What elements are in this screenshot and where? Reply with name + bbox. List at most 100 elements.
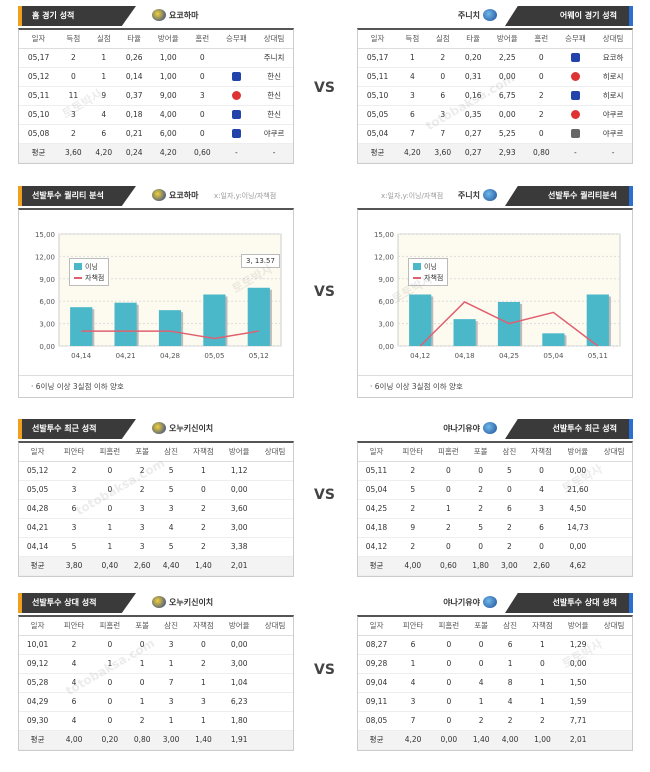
table-cell: 6,23 xyxy=(221,692,258,712)
table-cell: 3 xyxy=(397,86,428,106)
home-record-title: 홈 경기 성적 xyxy=(18,6,136,26)
table-cell: 3 xyxy=(156,635,186,655)
column-header: 포볼 xyxy=(466,617,496,636)
table-cell: 0 xyxy=(524,654,561,674)
table-cell: 9,00 xyxy=(149,86,188,106)
innings-bar xyxy=(409,294,432,346)
table-cell: 6 xyxy=(395,635,431,655)
table-cell: 0,31 xyxy=(457,67,489,87)
column-header: 일자 xyxy=(358,30,398,49)
average-cell: 0,00 xyxy=(430,730,467,750)
legend-innings-swatch xyxy=(413,263,421,270)
column-header: 피안타 xyxy=(56,617,92,636)
column-header: 방어율 xyxy=(221,617,258,636)
table-cell: 04,12 xyxy=(358,537,395,557)
table-cell: 3,00 xyxy=(221,654,258,674)
column-header: 피홈런 xyxy=(91,617,128,636)
average-cell: 0,27 xyxy=(457,143,489,163)
table-cell: 2 xyxy=(394,537,431,557)
table-cell: 05,12 xyxy=(19,67,59,87)
table-cell: 0 xyxy=(430,480,467,500)
table-cell: 1 xyxy=(185,673,222,693)
table-cell: 0,35 xyxy=(457,105,489,125)
table-cell: 0 xyxy=(91,635,128,655)
table-cell: 1 xyxy=(88,48,119,68)
table-cell: 1 xyxy=(91,518,128,538)
average-cell: 1,40 xyxy=(466,730,496,750)
table-cell: 4 xyxy=(56,654,92,674)
table-cell: 4 xyxy=(397,67,428,87)
x-tick-label: 04,21 xyxy=(116,352,136,360)
average-cell: 2,60 xyxy=(127,556,157,576)
table-cell: 0 xyxy=(427,67,458,87)
table-cell: 0 xyxy=(91,461,128,481)
draw-icon xyxy=(570,129,580,139)
quality-home-team: 요코하마 xyxy=(152,189,198,201)
table-cell xyxy=(257,537,293,557)
result-icon-cell xyxy=(217,67,256,87)
table-cell: 3 xyxy=(127,499,157,519)
average-cell: 4,20 xyxy=(88,143,119,163)
table-cell: 5 xyxy=(466,518,495,538)
table-cell: 2 xyxy=(466,480,495,500)
table-row: 10,01 2 0 0 3 0 0,00 xyxy=(19,635,293,655)
y-tick-label: 12,00 xyxy=(374,253,394,261)
table-cell: 0,27 xyxy=(457,124,489,144)
average-row: 평균 3,60 4,20 0,24 4,20 0,60- - xyxy=(19,143,293,163)
table-cell: 3,00 xyxy=(221,518,258,538)
table-cell: 3,60 xyxy=(221,499,258,519)
table-cell xyxy=(596,480,632,500)
table-cell: 1 xyxy=(127,654,157,674)
column-header: 상대팀 xyxy=(596,443,632,462)
x-tick-label: 04,28 xyxy=(160,352,180,360)
chunichi-logo-icon xyxy=(483,596,497,608)
table-cell: 5 xyxy=(394,480,431,500)
table-cell: 2 xyxy=(127,480,157,500)
quality-home-chart: 0,00 3,00 6,00 9,00 12,00 15,00 04,14 04,21 04,2… xyxy=(18,208,294,398)
table-cell xyxy=(596,654,632,674)
table-cell xyxy=(596,537,632,557)
table-row: 09,12 4 1 1 1 2 3,00 xyxy=(19,654,293,674)
table-row: 05,08 2 6 0,21 6,00 0 야쿠르 xyxy=(19,124,293,144)
recent-away-panel: 야나기유야 선발투수 최근 성적 일자 피안타 피홈런 포볼 삼진 자책점 방어율 상대팀 05… xyxy=(357,419,633,577)
loss-icon xyxy=(570,91,580,101)
column-header: 득점 xyxy=(397,30,428,49)
table-row: 09,04 4 0 4 8 1 1,50 xyxy=(358,673,632,693)
table-cell: 0,21 xyxy=(118,124,150,144)
column-header: 방어율 xyxy=(149,30,188,49)
average-cell: 4,62 xyxy=(559,556,597,576)
table-cell xyxy=(257,480,293,500)
table-cell: 21,60 xyxy=(559,480,597,500)
table-cell: 1,00 xyxy=(149,48,188,68)
table-cell: 0,37 xyxy=(118,86,150,106)
recent-home-panel: 선발투수 최근 성적 오누키신이치 일자 피안타 피홈런 포볼 삼진 자책점 방어율 상대팀 0… xyxy=(18,419,294,577)
table-row: 05,10 3 4 0,18 4,00 0 한신 xyxy=(19,105,293,125)
table-cell xyxy=(257,711,293,731)
average-cell: 2,93 xyxy=(488,143,527,163)
table-cell xyxy=(596,518,632,538)
innings-bar xyxy=(586,294,609,346)
y-tick-label: 12,00 xyxy=(35,253,55,261)
average-cell: 평균 xyxy=(358,556,395,576)
table-row: 09,28 1 0 0 1 0 0,00 xyxy=(358,654,632,674)
column-header: 자책점 xyxy=(524,617,561,636)
table-cell: 1 xyxy=(127,692,157,712)
table-cell: 4 xyxy=(466,673,496,693)
table-cell: 2 xyxy=(185,654,222,674)
table-cell: 0,00 xyxy=(488,105,527,125)
average-cell: 3,00 xyxy=(494,556,524,576)
average-cell: 4,00 xyxy=(56,730,92,750)
table-cell: 0,00 xyxy=(221,635,258,655)
table-cell: 0 xyxy=(91,673,128,693)
column-header: 피홈런 xyxy=(430,443,467,462)
table-cell: 1 xyxy=(185,711,222,731)
table-cell: 1 xyxy=(156,654,186,674)
table-cell: 6 xyxy=(56,692,92,712)
table-row: 04,28 6 0 3 3 2 3,60 xyxy=(19,499,293,519)
yokohama-logo-icon xyxy=(152,422,166,434)
table-cell: 3 xyxy=(127,537,157,557)
table-row: 05,11 2 0 0 5 0 0,00 xyxy=(358,461,632,481)
result-icon-cell xyxy=(217,86,256,106)
vs-away-team: 야나기유야 xyxy=(443,596,497,608)
table-cell: 4 xyxy=(395,673,431,693)
